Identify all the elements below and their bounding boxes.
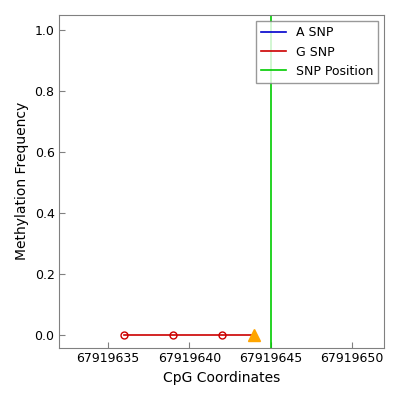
Legend: A SNP, G SNP, SNP Position: A SNP, G SNP, SNP Position: [256, 21, 378, 83]
Y-axis label: Methylation Frequency: Methylation Frequency: [15, 102, 29, 260]
X-axis label: CpG Coordinates: CpG Coordinates: [163, 371, 280, 385]
